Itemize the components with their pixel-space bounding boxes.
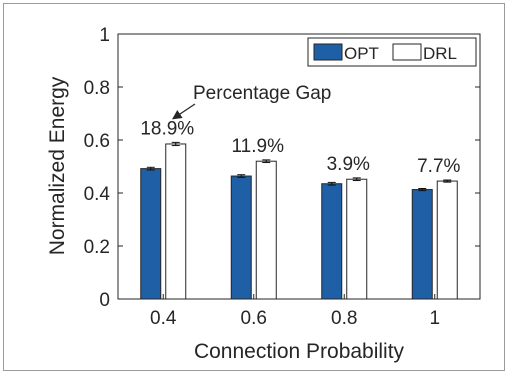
x-axis: 0.4 0.6 0.8 1	[150, 294, 440, 329]
bar-opt	[321, 183, 343, 300]
bar-drl	[165, 143, 187, 300]
y-tick-label: 0.4	[84, 184, 111, 205]
annotation-arrow	[172, 103, 196, 120]
bars	[140, 141, 458, 300]
bar-opt	[411, 189, 433, 300]
gap-labels: 18.9% 11.9% 3.9% 7.7%	[140, 118, 460, 177]
bar-drl	[346, 178, 368, 300]
y-tick-label: 0.8	[84, 78, 110, 99]
x-tick-label: 0.8	[331, 308, 357, 329]
bar-drl	[436, 180, 458, 300]
bar-opt	[230, 175, 252, 300]
y-tick-label: 0.2	[84, 237, 110, 258]
legend: OPT DRL	[307, 37, 477, 67]
plot-area	[117, 33, 481, 300]
gap-label: 3.9%	[327, 154, 370, 175]
legend-swatch-opt	[313, 43, 343, 61]
bar-drl	[255, 160, 277, 300]
legend-label-drl: DRL	[423, 44, 457, 63]
gap-label: 11.9%	[232, 136, 285, 157]
x-tick-label: 1	[429, 308, 440, 329]
y-tick-label: 1	[99, 25, 110, 46]
y-axis: 0 0.2 0.4 0.6 0.8 1	[84, 25, 480, 311]
percentage-gap-annotation: Percentage Gap	[172, 83, 331, 120]
x-tick-label: 0.6	[241, 308, 267, 329]
legend-swatch-drl	[392, 43, 422, 61]
x-tick-label: 0.4	[150, 308, 177, 329]
y-axis-label: Normalized Energy	[46, 76, 69, 255]
legend-label-opt: OPT	[344, 44, 379, 63]
gap-label: 18.9%	[140, 118, 194, 139]
annotation-text: Percentage Gap	[193, 83, 331, 104]
y-tick-label: 0	[99, 290, 110, 311]
x-axis-label: Connection Probability	[194, 340, 405, 363]
y-tick-label: 0.6	[84, 131, 110, 152]
bar-opt	[140, 168, 162, 300]
gap-label: 7.7%	[417, 156, 460, 177]
